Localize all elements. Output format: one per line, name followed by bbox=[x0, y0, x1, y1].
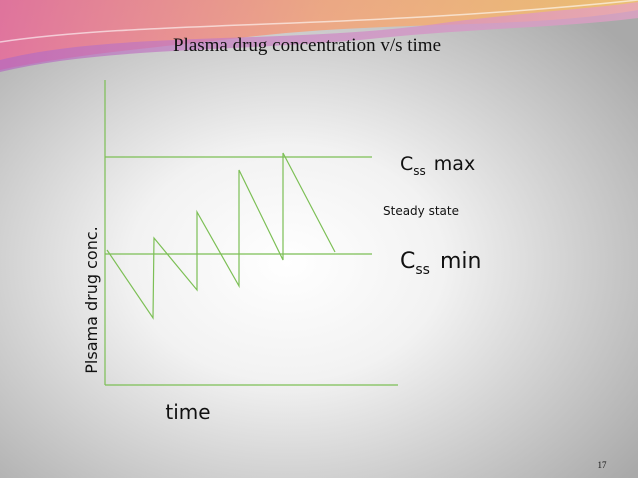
label: max bbox=[434, 153, 475, 175]
concentration-curve bbox=[106, 152, 336, 320]
header-swoosh bbox=[0, 0, 638, 70]
subscript: ss bbox=[413, 164, 426, 178]
symbol: C bbox=[400, 249, 415, 274]
header-swoosh bbox=[0, 0, 638, 43]
title: Plasma drug concentration v/s time bbox=[173, 35, 441, 56]
page-number: 17 bbox=[598, 460, 608, 470]
subscript: ss bbox=[415, 262, 430, 278]
annotation: Steady state bbox=[383, 204, 459, 218]
symbol: C bbox=[400, 153, 413, 175]
header-swoosh bbox=[0, 2, 638, 72]
x-axis-label: time bbox=[165, 400, 210, 424]
label: min bbox=[440, 249, 482, 274]
css-min-label: Css min bbox=[400, 249, 481, 278]
y-axis-label: Plsama drug conc. bbox=[82, 226, 101, 373]
css-max-label: Css max bbox=[400, 153, 475, 178]
